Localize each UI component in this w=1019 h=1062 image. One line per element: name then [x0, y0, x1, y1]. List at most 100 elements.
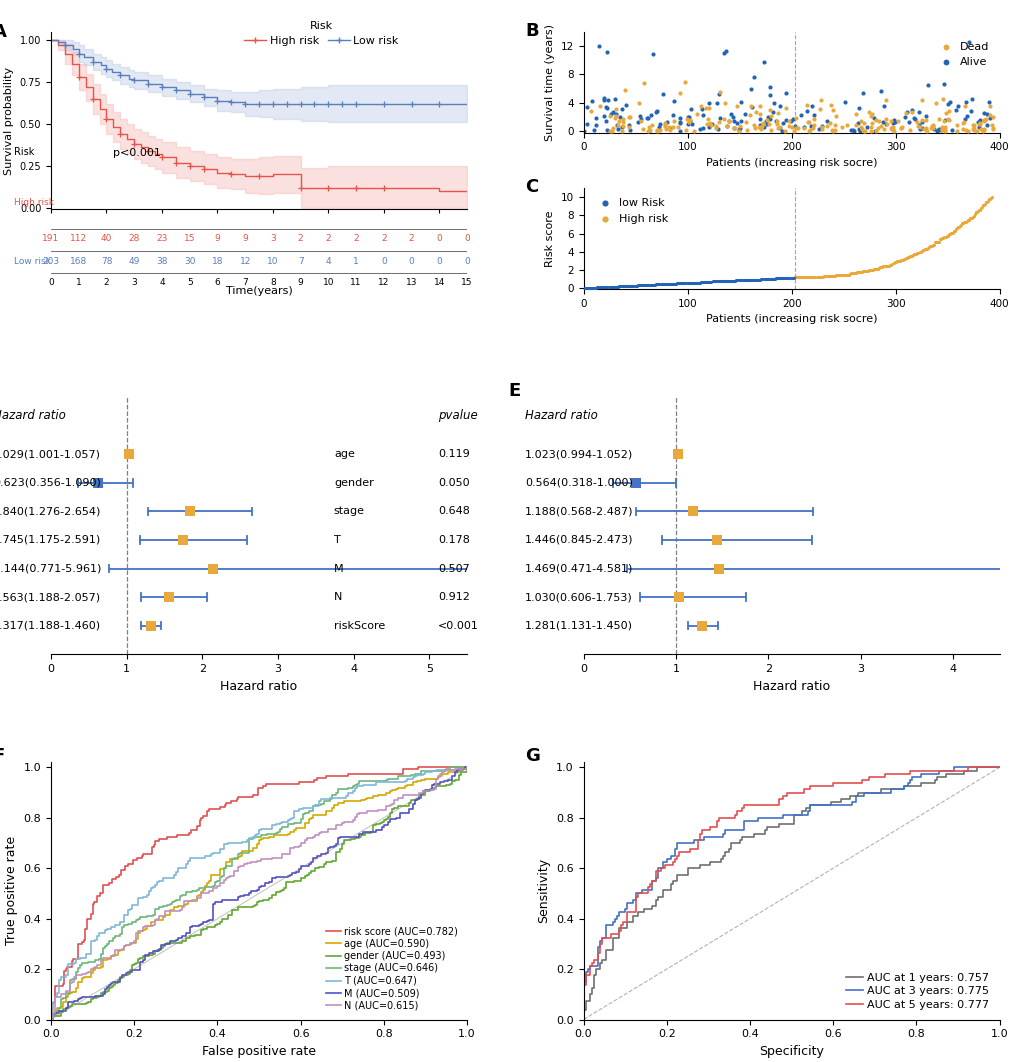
Line: M (AUC=0.509): M (AUC=0.509)	[51, 768, 467, 1020]
X-axis label: Specificity: Specificity	[758, 1045, 823, 1058]
low Risk	[726, 272, 742, 289]
High risk	[946, 222, 962, 239]
low Risk	[700, 273, 716, 290]
low Risk	[583, 279, 599, 296]
Alive	[764, 104, 781, 121]
Dead	[869, 120, 886, 137]
Alive	[925, 120, 942, 137]
High risk	[793, 269, 809, 286]
High risk	[826, 267, 843, 284]
High risk	[863, 261, 879, 278]
Text: <0.001: <0.001	[437, 620, 478, 631]
Dead	[621, 108, 637, 125]
Dead	[639, 122, 655, 139]
age (AUC=0.590)	[363, 791, 375, 804]
Dead	[975, 112, 991, 129]
Text: 9: 9	[214, 234, 220, 243]
High risk	[875, 258, 892, 275]
High risk	[870, 259, 887, 276]
low Risk	[675, 275, 691, 292]
low Risk	[650, 276, 666, 293]
age (AUC=0.590)	[400, 780, 413, 792]
Text: 49: 49	[128, 257, 140, 267]
High risk	[960, 211, 976, 228]
Alive	[694, 100, 710, 117]
High risk	[899, 249, 915, 266]
Alive	[587, 109, 603, 126]
Legend: High risk, Low risk: High risk, Low risk	[239, 16, 403, 51]
High risk	[961, 209, 977, 226]
low Risk	[753, 271, 770, 288]
T (AUC=0.647)	[348, 783, 361, 795]
Dead	[710, 114, 727, 131]
Dead	[938, 110, 955, 127]
low Risk	[622, 277, 638, 294]
Alive	[796, 118, 812, 135]
Dead	[700, 100, 716, 117]
AUC at 5 years: 0.777: (0.465, 0.85): 0.777: (0.465, 0.85)	[770, 799, 783, 811]
AUC at 5 years: 0.777: (0, 0): 0.777: (0, 0)	[577, 1013, 589, 1026]
low Risk	[693, 274, 709, 291]
low Risk	[627, 277, 643, 294]
Alive	[683, 100, 699, 117]
Dead	[980, 98, 997, 115]
Text: 1.023(0.994-1.052): 1.023(0.994-1.052)	[525, 449, 633, 459]
Alive	[971, 112, 987, 129]
Line: AUC at 1 years: 0.757: AUC at 1 years: 0.757	[583, 768, 999, 1020]
High risk	[786, 269, 802, 286]
Alive	[611, 109, 628, 126]
Dead	[762, 122, 779, 139]
gender (AUC=0.493)	[315, 860, 327, 873]
Alive	[818, 113, 835, 130]
low Risk	[781, 270, 797, 287]
low Risk	[615, 277, 632, 294]
High risk	[905, 245, 921, 262]
Alive	[929, 121, 946, 138]
Dead	[649, 121, 665, 138]
High risk	[810, 269, 826, 286]
low Risk	[738, 272, 754, 289]
low Risk	[702, 273, 718, 290]
Dead	[801, 122, 817, 139]
High risk	[835, 267, 851, 284]
Dead	[847, 105, 863, 122]
low Risk	[590, 278, 606, 295]
low Risk	[773, 270, 790, 287]
High risk	[971, 202, 987, 219]
low Risk	[586, 279, 602, 296]
Dead	[876, 91, 893, 108]
low Risk	[591, 278, 607, 295]
High risk	[788, 269, 804, 286]
Alive	[585, 121, 601, 138]
Dead	[669, 119, 686, 136]
Alive	[743, 99, 759, 116]
Dead	[776, 100, 793, 117]
low Risk	[780, 270, 796, 287]
low Risk	[640, 276, 656, 293]
High risk	[949, 219, 965, 236]
Dead	[732, 118, 748, 135]
High risk	[908, 245, 924, 262]
High risk	[896, 251, 912, 268]
Text: 10: 10	[322, 278, 334, 287]
Text: 4: 4	[325, 257, 331, 267]
High risk	[801, 269, 817, 286]
age (AUC=0.590)	[219, 857, 231, 870]
Alive	[960, 34, 976, 51]
Alive	[599, 91, 615, 108]
low Risk	[749, 271, 765, 288]
Alive	[947, 102, 963, 119]
High risk	[821, 268, 838, 285]
Dead	[855, 115, 871, 132]
Alive	[758, 116, 774, 133]
Dead	[903, 103, 919, 120]
High risk	[902, 247, 918, 264]
gender (AUC=0.493)	[269, 887, 281, 900]
Dead	[889, 113, 905, 130]
Dead	[838, 117, 854, 134]
High risk	[807, 269, 823, 286]
Dead	[822, 121, 839, 138]
Dead	[747, 120, 763, 137]
AUC at 3 years: 0.775: (0.84, 0.975): 0.775: (0.84, 0.975)	[926, 767, 938, 780]
Alive	[618, 97, 634, 114]
